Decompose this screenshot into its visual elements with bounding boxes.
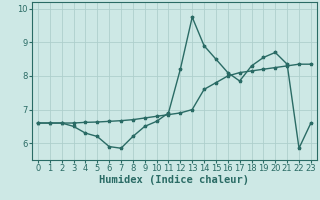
X-axis label: Humidex (Indice chaleur): Humidex (Indice chaleur) <box>100 175 249 185</box>
